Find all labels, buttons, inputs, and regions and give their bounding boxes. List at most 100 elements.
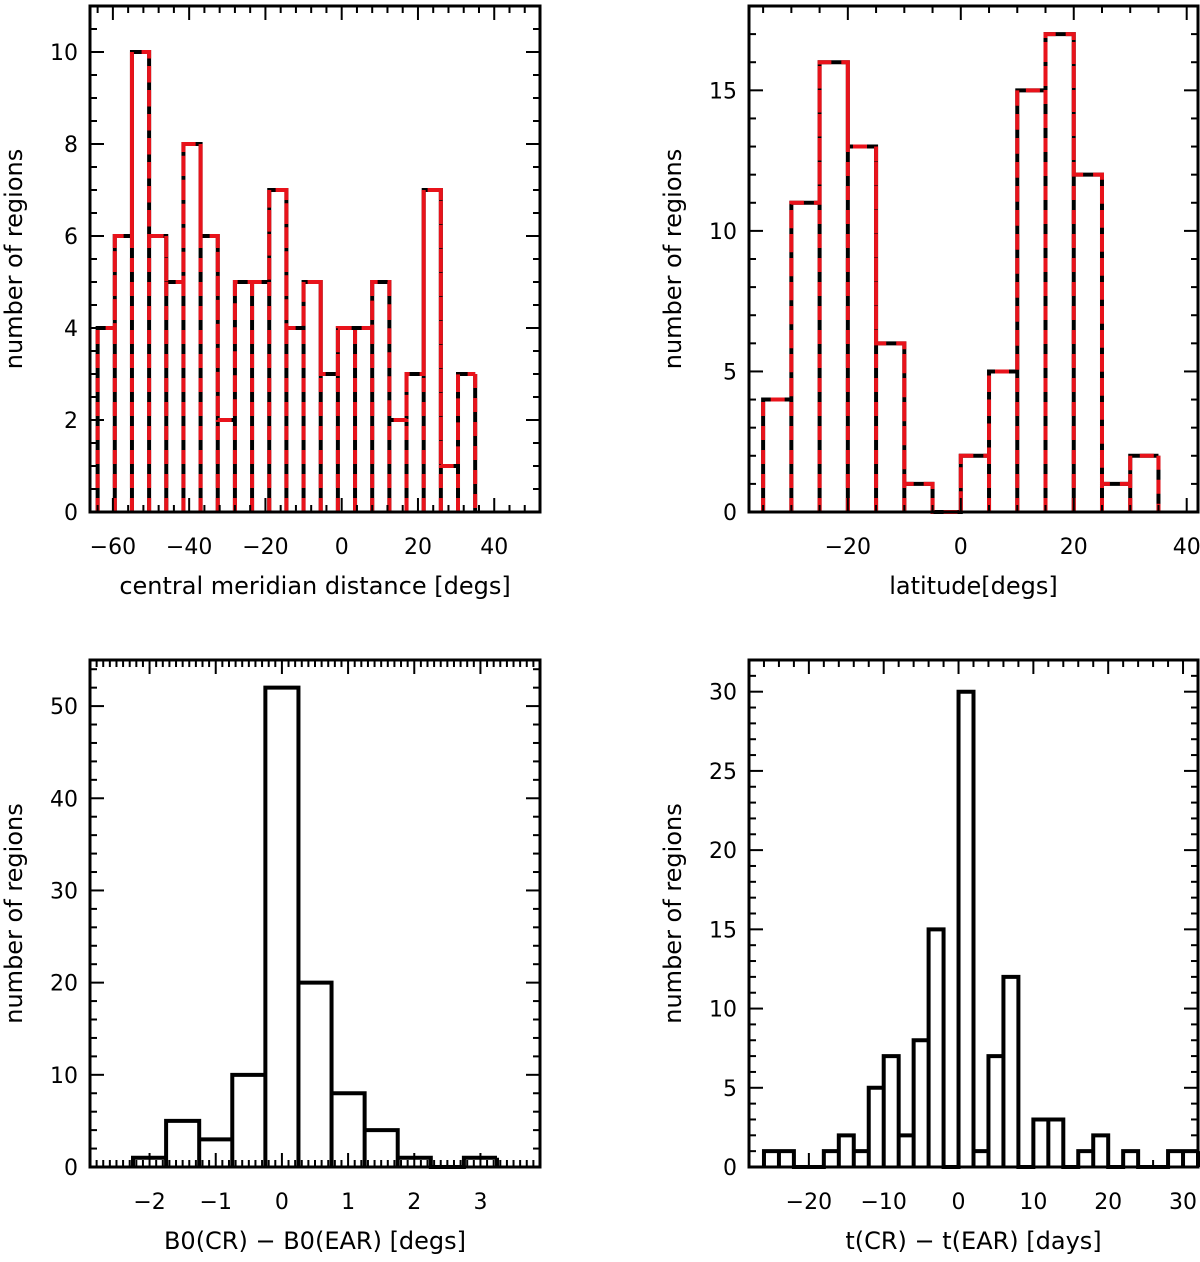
histogram-bar <box>1130 456 1158 512</box>
histogram-bar <box>899 1135 914 1167</box>
x-tick-label: −20 <box>825 535 871 560</box>
histogram-series-1 <box>761 689 1200 1169</box>
x-tick-label: 1 <box>341 1190 355 1215</box>
histogram-bar <box>1168 1151 1183 1167</box>
histogram-bar <box>1183 1151 1198 1167</box>
histogram-bar <box>1046 34 1074 512</box>
panel-cmd-histogram: −60 −40 −20 0 20 40 0 2 4 6 8 10 central meridian di… <box>0 4 542 600</box>
x-tick-label: 20 <box>1094 1190 1122 1215</box>
histogram-bar <box>1093 1135 1108 1167</box>
histogram-bar <box>839 1135 854 1167</box>
histogram-bar <box>876 343 904 512</box>
y-tick-label: 5 <box>723 1077 737 1102</box>
x-tick-label: −20 <box>242 535 288 560</box>
histogram-bar <box>424 190 441 512</box>
x-tick-label: 0 <box>275 1190 289 1215</box>
y-tick-label: 30 <box>50 879 78 904</box>
histogram-bar <box>884 1056 899 1167</box>
x-tick-label: 40 <box>480 535 508 560</box>
y-tick-label: 15 <box>709 79 737 104</box>
histogram-bar <box>961 456 989 512</box>
x-tick-label: −10 <box>860 1190 906 1215</box>
histogram-bar <box>1033 1119 1048 1167</box>
x-tick-label: 40 <box>1173 535 1200 560</box>
histogram-bar <box>974 1151 989 1167</box>
histogram-bar <box>132 52 149 512</box>
histogram-bar <box>218 420 235 512</box>
x-tick-label: 20 <box>1060 535 1088 560</box>
y-tick-label: 50 <box>50 695 78 720</box>
histogram-series-1 <box>131 685 499 1169</box>
histogram-bar <box>304 282 321 512</box>
x-tick-label: 20 <box>404 535 432 560</box>
y-tick-label: 0 <box>723 1156 737 1181</box>
histogram-bar <box>149 236 166 512</box>
y-tick-label: 10 <box>709 998 737 1023</box>
histogram-bar <box>298 983 331 1167</box>
y-tick-label: 4 <box>64 317 78 342</box>
histogram-bar <box>854 1151 869 1167</box>
histogram-bar <box>824 1151 839 1167</box>
y-tick-label: 0 <box>723 501 737 526</box>
histogram-bar <box>1123 1151 1138 1167</box>
histogram-bar <box>869 1088 884 1167</box>
histogram-bar <box>904 484 932 512</box>
histogram-bar <box>321 374 338 512</box>
x-tick-label: 0 <box>954 535 968 560</box>
y-tick-label: 40 <box>50 787 78 812</box>
histogram-bar <box>269 190 286 512</box>
histogram-bar <box>1003 977 1018 1167</box>
histogram-bar <box>914 1040 929 1167</box>
x-tick-label: −1 <box>200 1190 232 1215</box>
histogram-bar <box>820 62 848 512</box>
histogram-bar <box>791 203 819 512</box>
histogram-bar <box>1074 175 1102 512</box>
y-tick-label: 10 <box>50 41 78 66</box>
histogram-bar <box>764 1151 779 1167</box>
histogram-bar <box>458 374 475 512</box>
histogram-bar <box>989 371 1017 512</box>
histogram-bar <box>929 929 944 1167</box>
histogram-bar <box>988 1056 1003 1167</box>
histogram-series-2 <box>95 50 478 512</box>
histogram-bar <box>763 400 791 512</box>
y-axis-label: number of regions <box>659 149 687 369</box>
y-axis-label: number of regions <box>0 149 28 369</box>
histogram-bar <box>1048 1119 1063 1167</box>
histogram-bar <box>232 1075 265 1167</box>
y-tick-label: 8 <box>64 133 78 158</box>
x-tick-label: −2 <box>133 1190 165 1215</box>
y-tick-label: 6 <box>64 225 78 250</box>
y-tick-label: 0 <box>64 1156 78 1181</box>
y-axis-label: number of regions <box>659 803 687 1023</box>
histogram-bar <box>779 1151 794 1167</box>
x-tick-label: 2 <box>407 1190 421 1215</box>
histogram-bar <box>286 328 303 512</box>
y-tick-label: 30 <box>709 681 737 706</box>
y-tick-label: 5 <box>723 360 737 385</box>
y-tick-label: 25 <box>709 760 737 785</box>
x-tick-label: 3 <box>473 1190 487 1215</box>
histogram-bar <box>372 282 389 512</box>
y-tick-label: 10 <box>709 220 737 245</box>
x-axis-label: central meridian distance [degs] <box>119 572 510 600</box>
y-tick-label: 20 <box>50 972 78 997</box>
y-tick-label: 15 <box>709 918 737 943</box>
y-tick-label: 10 <box>50 1064 78 1089</box>
histogram-bar <box>1078 1151 1093 1167</box>
y-tick-label: 0 <box>64 501 78 526</box>
x-tick-label: −40 <box>166 535 212 560</box>
histogram-bar <box>252 282 269 512</box>
histogram-bar <box>1017 90 1045 512</box>
histogram-bar <box>389 420 406 512</box>
histogram-bar <box>183 144 200 512</box>
x-tick-label: 30 <box>1169 1190 1197 1215</box>
x-tick-label: 10 <box>1019 1190 1047 1215</box>
histogram-bar <box>355 328 372 512</box>
histogram-bar <box>407 374 424 512</box>
x-axis-label: B0(CR) − B0(EAR) [degs] <box>164 1227 466 1255</box>
histogram-bar <box>1102 484 1130 512</box>
y-tick-label: 2 <box>64 409 78 434</box>
histogram-bar <box>201 236 218 512</box>
